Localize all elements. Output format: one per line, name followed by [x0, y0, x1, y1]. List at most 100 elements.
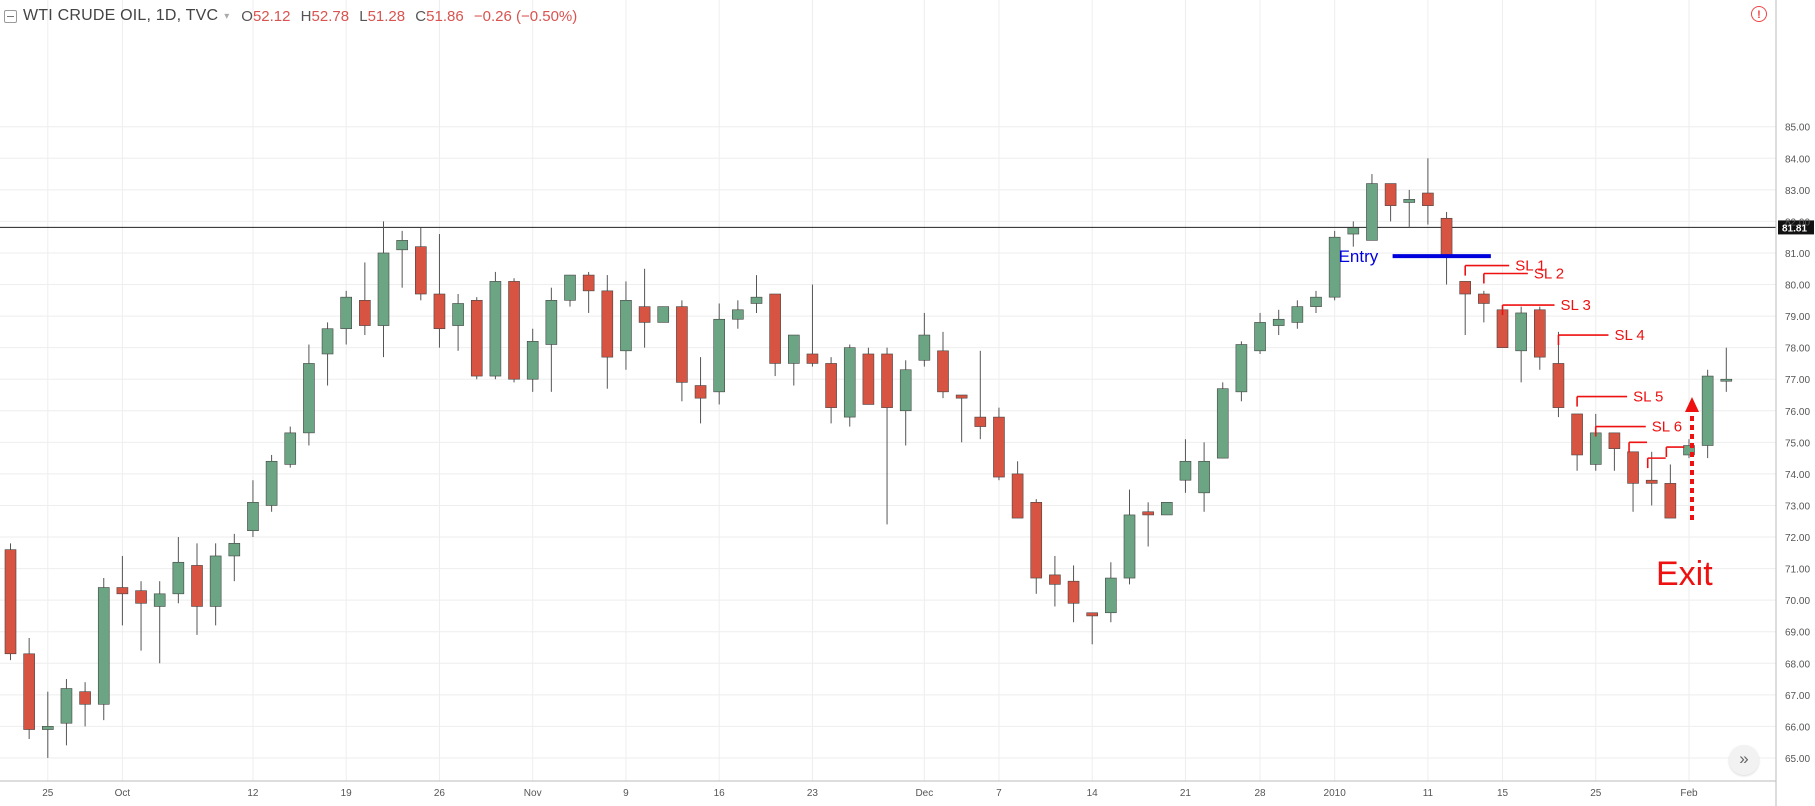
candle-body — [1291, 306, 1304, 323]
candle — [825, 357, 837, 424]
candle — [508, 278, 520, 383]
candle-body — [1123, 514, 1136, 579]
candle-body — [1422, 192, 1434, 206]
candle-body — [993, 416, 1005, 478]
candle-body — [657, 306, 670, 323]
y-tick-label: 71.00 — [1785, 565, 1810, 576]
candle — [1086, 612, 1098, 645]
candle-body — [526, 341, 539, 380]
x-tick-label: 11 — [1423, 788, 1434, 799]
low-label: L — [359, 7, 368, 25]
y-tick-label: 68.00 — [1785, 659, 1810, 670]
candle — [303, 344, 315, 446]
level-label-bg — [1778, 220, 1814, 235]
y-tick-label: 79.00 — [1785, 312, 1810, 323]
y-tick-label: 80.00 — [1785, 281, 1810, 292]
candle-body — [247, 502, 259, 532]
candle — [526, 328, 539, 392]
candle-body — [1161, 502, 1173, 516]
candle-body — [1142, 511, 1154, 516]
candle — [750, 275, 763, 313]
candle — [1235, 341, 1248, 402]
y-tick-label: 83.00 — [1785, 186, 1810, 197]
entry-label: Entry — [1339, 247, 1379, 266]
ohlc-readout: O52.12 H52.78 L51.28 C51.86 −0.26 (−0.50… — [241, 8, 577, 25]
candle-body — [676, 306, 688, 383]
candle — [1534, 306, 1546, 370]
candle — [545, 287, 558, 392]
candle-body — [414, 246, 427, 295]
x-tick-label: 16 — [714, 788, 726, 799]
candle — [1440, 211, 1453, 285]
change-value: −0.26 (−0.50%) — [473, 7, 578, 25]
level-label: 81.81 — [1782, 223, 1807, 234]
stop-label: SL 6 — [1652, 419, 1682, 436]
candle-body — [1552, 363, 1565, 408]
candle-body — [843, 347, 856, 418]
exit-arrow-head — [1685, 397, 1699, 412]
candle — [414, 227, 427, 301]
candle — [284, 426, 297, 468]
candle-body — [1683, 445, 1695, 456]
candle — [116, 555, 129, 626]
candle-body — [974, 416, 987, 427]
candle-body — [41, 726, 54, 730]
candle — [732, 300, 744, 329]
candle-body — [228, 543, 241, 557]
symbol-title[interactable]: WTI CRUDE OIL, 1D, TVC — [23, 7, 219, 24]
collapse-box-icon[interactable] — [4, 9, 17, 23]
candle-body — [1384, 183, 1397, 206]
candle — [172, 537, 185, 604]
y-tick-label: 70.00 — [1785, 596, 1810, 607]
candle — [806, 284, 819, 367]
candle-body — [452, 303, 464, 326]
candle-body — [1608, 432, 1621, 449]
candle-body — [1701, 375, 1714, 446]
candle-body — [1310, 296, 1322, 307]
candle — [60, 679, 73, 746]
candle-body — [1049, 574, 1061, 585]
scroll-to-realtime-button[interactable]: » — [1729, 745, 1759, 775]
alert-icon[interactable]: ! — [1751, 6, 1767, 22]
candle — [1198, 442, 1210, 512]
candle-body — [396, 240, 408, 251]
x-tick-label: Nov — [524, 788, 542, 799]
candle-body — [321, 328, 334, 355]
candle — [1571, 413, 1583, 471]
x-tick-label: 2010 — [1324, 788, 1347, 799]
chevron-down-icon[interactable]: ▾ — [224, 10, 230, 22]
open-value: 52.12 — [252, 7, 291, 25]
candle — [769, 293, 781, 377]
y-tick-label: 76.00 — [1785, 407, 1810, 418]
candle — [937, 331, 949, 399]
candle-body — [135, 590, 147, 604]
x-tick-label: 25 — [1590, 788, 1602, 799]
open-label: O — [241, 7, 253, 25]
candle — [582, 271, 595, 313]
candle-body — [1254, 322, 1266, 352]
high-value: 52.78 — [311, 7, 350, 25]
candle — [843, 344, 856, 427]
x-tick-label: 7 — [996, 788, 1002, 799]
candle — [1515, 306, 1527, 383]
candle-body — [1086, 612, 1098, 617]
candle-body — [1328, 236, 1341, 298]
candle-body — [489, 281, 502, 377]
candle — [452, 294, 464, 351]
candle-body — [1645, 479, 1658, 484]
candle-body — [1589, 432, 1602, 465]
candle-body — [340, 296, 353, 330]
candle-body — [732, 309, 744, 320]
y-tick-label: 69.00 — [1785, 628, 1810, 639]
candle — [1179, 439, 1192, 493]
candle — [955, 394, 968, 443]
candle-body — [60, 688, 73, 724]
candle-body — [1366, 183, 1378, 241]
candle-body — [862, 353, 875, 405]
y-tick-label: 66.00 — [1785, 722, 1810, 733]
candle-body — [806, 353, 819, 364]
y-tick-label: 73.00 — [1785, 501, 1810, 512]
candle-body — [1067, 580, 1080, 604]
candle — [470, 297, 483, 380]
